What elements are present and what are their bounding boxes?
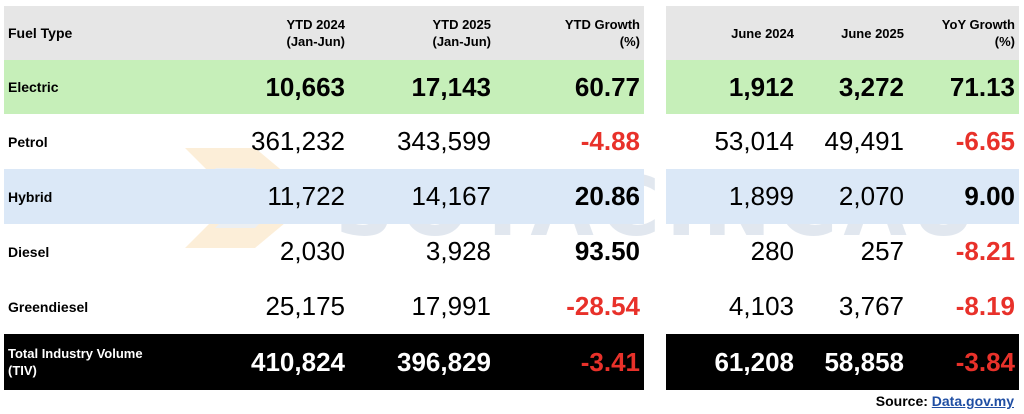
june-2025-value: 3,767 bbox=[838, 291, 904, 321]
june-2025-value: 49,491 bbox=[824, 126, 904, 156]
yoy-growth-value: -6.65 bbox=[955, 126, 1015, 156]
june-2025-value: 3,272 bbox=[838, 71, 904, 102]
ytd-2025-value: 343,599 bbox=[397, 126, 491, 156]
yoy-growth-value: -8.21 bbox=[955, 236, 1015, 266]
table-row-petrol: Petrol 361,232 343,599 -4.88 bbox=[4, 114, 644, 169]
june-2024-value: 61,208 bbox=[714, 346, 794, 377]
yoy-growth-value: -8.19 bbox=[955, 291, 1015, 321]
fuel-type-header: Fuel Type bbox=[8, 24, 73, 41]
june-2025-value: 2,070 bbox=[838, 181, 904, 211]
source-label: Source: bbox=[875, 393, 928, 409]
ytd-2025-header: YTD 2025 (Jan-Jun) bbox=[432, 17, 491, 49]
total-label: Total Industry Volume (TIV) bbox=[8, 346, 143, 378]
ytd-2024-value: 10,663 bbox=[265, 71, 345, 102]
june-2024-value: 1,912 bbox=[728, 71, 794, 102]
table-row-diesel: 280 257 -8.21 bbox=[666, 224, 1019, 279]
ytd-2025-value: 17,991 bbox=[411, 291, 491, 321]
june-2024-header: June 2024 bbox=[731, 25, 794, 41]
table-row-electric: Electric 10,663 17,143 60.77 bbox=[4, 60, 644, 114]
fuel-label: Petrol bbox=[8, 133, 48, 150]
table-row-total: Total Industry Volume (TIV) 410,824 396,8… bbox=[4, 334, 644, 390]
table-row-diesel: Diesel 2,030 3,928 93.50 bbox=[4, 224, 644, 279]
june-2025-value: 257 bbox=[860, 236, 904, 266]
table-row-greendiesel: 4,103 3,767 -8.19 bbox=[666, 279, 1019, 334]
header-row: June 2024 June 2025 YoY Growth (%) bbox=[666, 6, 1019, 60]
table-row-total: 61,208 58,858 -3.84 bbox=[666, 334, 1019, 390]
fuel-label: Electric bbox=[8, 79, 59, 95]
yoy-growth-value: 9.00 bbox=[964, 181, 1015, 211]
source-line: Source: Data.gov.my bbox=[876, 393, 1014, 409]
ytd-growth-value: 60.77 bbox=[574, 71, 640, 102]
ytd-2025-value: 396,829 bbox=[397, 346, 491, 377]
yoy-growth-value: 71.13 bbox=[949, 71, 1015, 102]
source-link[interactable]: Data.gov.my bbox=[931, 393, 1014, 409]
ytd-2024-value: 2,030 bbox=[279, 236, 345, 266]
fuel-label: Hybrid bbox=[8, 188, 53, 205]
june-2025-value: 58,858 bbox=[824, 346, 904, 377]
june-2024-value: 280 bbox=[750, 236, 794, 266]
ytd-2025-value: 14,167 bbox=[411, 181, 491, 211]
table-row-electric: 1,912 3,272 71.13 bbox=[666, 60, 1019, 114]
june-2024-value: 1,899 bbox=[728, 181, 794, 211]
ytd-2025-value: 3,928 bbox=[425, 236, 491, 266]
table-row-hybrid: Hybrid 11,722 14,167 20.86 bbox=[4, 169, 644, 224]
ytd-growth-value: 93.50 bbox=[574, 236, 640, 266]
june-2024-value: 53,014 bbox=[714, 126, 794, 156]
june-2025-header: June 2025 bbox=[841, 25, 904, 41]
table-row-petrol: 53,014 49,491 -6.65 bbox=[666, 114, 1019, 169]
fuel-label: Diesel bbox=[8, 243, 50, 260]
ytd-2025-value: 17,143 bbox=[411, 71, 491, 102]
june-2024-value: 4,103 bbox=[728, 291, 794, 321]
ytd-2024-value: 25,175 bbox=[265, 291, 345, 321]
table-row-greendiesel: Greendiesel 25,175 17,991 -28.54 bbox=[4, 279, 644, 334]
ytd-growth-header: YTD Growth (%) bbox=[564, 17, 640, 49]
ytd-2024-value: 410,824 bbox=[251, 346, 345, 377]
table-row-hybrid: 1,899 2,070 9.00 bbox=[666, 169, 1019, 224]
ytd-growth-value: -3.41 bbox=[580, 346, 640, 377]
ytd-2024-value: 11,722 bbox=[267, 181, 345, 211]
ytd-growth-value: -28.54 bbox=[566, 291, 640, 321]
yoy-growth-value: -3.84 bbox=[955, 346, 1015, 377]
yoy-growth-header: YoY Growth (%) bbox=[941, 17, 1015, 49]
fuel-label: Greendiesel bbox=[8, 298, 89, 315]
ytd-2024-value: 361,232 bbox=[251, 126, 345, 156]
ytd-growth-value: -4.88 bbox=[580, 126, 640, 156]
ytd-growth-value: 20.86 bbox=[574, 181, 640, 211]
header-row: Fuel Type YTD 2024 (Jan-Jun) YTD 2025 (Jan… bbox=[4, 6, 644, 60]
ytd-2024-header: YTD 2024 (Jan-Jun) bbox=[286, 17, 345, 49]
